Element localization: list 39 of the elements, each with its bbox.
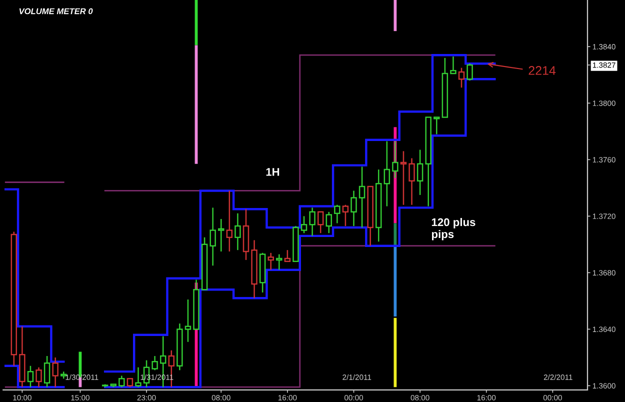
bar bbox=[394, 318, 397, 388]
candlestick bbox=[384, 140, 390, 207]
candlestick bbox=[300, 216, 308, 234]
bar bbox=[394, 223, 397, 246]
bar bbox=[394, 246, 397, 316]
candlestick bbox=[135, 366, 142, 388]
candlestick bbox=[276, 254, 282, 270]
candlestick bbox=[342, 204, 349, 227]
candlestick bbox=[326, 211, 332, 234]
candlestick bbox=[284, 249, 291, 262]
candlestick bbox=[450, 56, 456, 74]
candlestick bbox=[350, 190, 357, 227]
text: VOLUME METER 0 bbox=[19, 8, 93, 14]
candlestick bbox=[317, 211, 324, 234]
candlestick bbox=[416, 149, 424, 196]
candlestick bbox=[358, 166, 366, 228]
annotation: 120 plus pips bbox=[432, 218, 476, 240]
candlestick bbox=[268, 252, 274, 270]
candlestick bbox=[458, 67, 465, 88]
candlestick bbox=[400, 150, 407, 206]
candlestick bbox=[226, 190, 233, 252]
candlestick bbox=[152, 355, 158, 371]
candlestick bbox=[466, 62, 473, 82]
candlestick bbox=[210, 207, 216, 266]
candlestick bbox=[27, 365, 34, 388]
candlestick bbox=[36, 366, 42, 388]
candlestick bbox=[218, 218, 224, 252]
candlestick bbox=[408, 158, 415, 206]
candlestick bbox=[334, 204, 340, 224]
candlestick bbox=[234, 212, 241, 251]
candlestick bbox=[309, 207, 316, 237]
annotation: 1H bbox=[266, 168, 280, 176]
candlestick bbox=[44, 355, 50, 388]
candlestick bbox=[184, 298, 192, 343]
annotation: 2214 bbox=[528, 66, 556, 75]
bar bbox=[394, 0, 397, 32]
candlestick bbox=[52, 356, 58, 388]
candlestick bbox=[434, 116, 440, 135]
candlestick bbox=[118, 375, 125, 388]
